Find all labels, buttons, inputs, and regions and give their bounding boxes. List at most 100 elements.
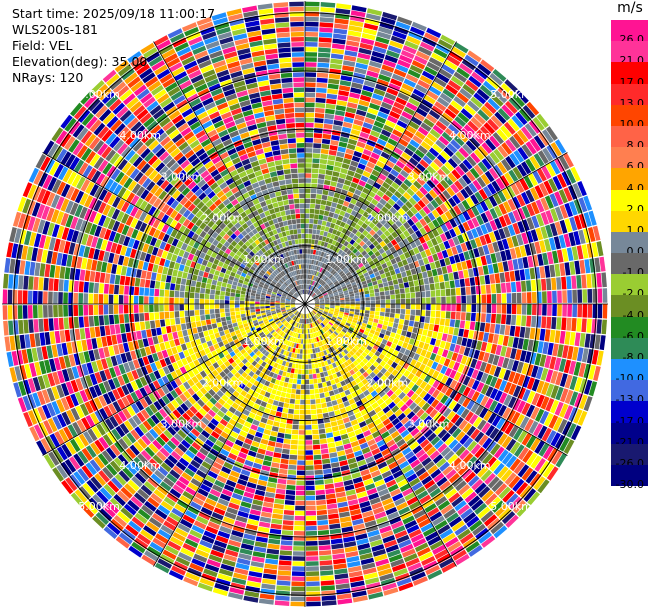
velocity-cell [318, 540, 331, 546]
velocity-cell [332, 270, 337, 276]
velocity-cell [599, 256, 606, 272]
velocity-cell [397, 340, 404, 347]
velocity-cell [362, 122, 373, 130]
velocity-cell [351, 82, 363, 90]
velocity-cell [334, 23, 348, 30]
velocity-cell [423, 374, 432, 383]
velocity-cell [336, 261, 342, 267]
velocity-cell [331, 48, 345, 55]
velocity-cell [362, 413, 371, 421]
velocity-cell [434, 548, 449, 560]
velocity-cell [359, 233, 366, 240]
velocity-cell [326, 401, 333, 407]
velocity-cell [509, 270, 516, 282]
velocity-cell [373, 368, 380, 375]
velocity-cell [375, 327, 382, 333]
velocity-cell [583, 195, 593, 211]
velocity-cell [277, 575, 291, 581]
velocity-cell [567, 345, 574, 360]
velocity-cell [556, 249, 564, 263]
velocity-cell [345, 301, 350, 304]
velocity-cell [403, 370, 411, 378]
velocity-cell [409, 477, 421, 487]
velocity-cell [394, 124, 405, 133]
velocity-cell [435, 235, 443, 244]
velocity-cell [310, 285, 313, 291]
velocity-cell [512, 196, 521, 209]
velocity-cell [312, 281, 315, 286]
velocity-cell [444, 536, 459, 548]
velocity-cell [336, 100, 348, 107]
velocity-cell [319, 307, 325, 309]
velocity-cell [372, 225, 380, 233]
velocity-cell [321, 143, 330, 150]
velocity-cell [379, 185, 388, 194]
velocity-cell [554, 357, 562, 371]
velocity-cell [404, 314, 410, 321]
velocity-cell [576, 318, 582, 332]
velocity-cell [445, 387, 454, 397]
velocity-cell [515, 111, 528, 126]
velocity-cell [322, 291, 327, 295]
velocity-cell [454, 344, 461, 354]
velocity-cell [294, 510, 305, 516]
velocity-cell [376, 236, 383, 244]
velocity-cell [356, 334, 362, 340]
velocity-cell [393, 68, 407, 78]
velocity-cell [359, 240, 365, 247]
velocity-cell [376, 138, 387, 147]
velocity-cell [305, 414, 311, 420]
velocity-cell [359, 328, 365, 334]
velocity-cell [299, 409, 305, 415]
velocity-cell [292, 383, 297, 389]
velocity-cell [433, 77, 447, 88]
velocity-cell [280, 391, 287, 398]
velocity-cell [357, 331, 363, 337]
velocity-cell [558, 189, 568, 204]
velocity-cell [338, 313, 344, 317]
velocity-cell [503, 369, 511, 381]
velocity-cell [460, 287, 466, 296]
velocity-cell [317, 520, 329, 526]
velocity-cell [395, 219, 403, 228]
velocity-cell [411, 384, 419, 393]
velocity-cell [286, 484, 296, 490]
velocity-cell [320, 580, 335, 586]
velocity-cell [286, 479, 296, 485]
velocity-cell [291, 571, 305, 577]
velocity-cell [338, 332, 344, 338]
velocity-cell [431, 399, 440, 408]
velocity-cell [446, 304, 451, 311]
velocity-cell [457, 131, 469, 143]
velocity-cell [364, 339, 371, 345]
velocity-cell [450, 100, 463, 111]
velocity-cell [339, 232, 345, 239]
velocity-cell [310, 404, 316, 410]
velocity-cell [350, 10, 366, 18]
velocity-cell [380, 308, 386, 312]
velocity-cell [475, 203, 485, 214]
velocity-cell [494, 378, 503, 390]
velocity-cell [458, 270, 464, 279]
velocity-cell [489, 376, 498, 388]
velocity-cell [291, 576, 305, 582]
velocity-cell [321, 290, 327, 294]
velocity-cell [403, 191, 412, 200]
velocity-cell [470, 194, 479, 205]
velocity-cell [542, 463, 555, 478]
velocity-cell [328, 73, 341, 80]
velocity-cell [564, 374, 573, 389]
velocity-cell [397, 92, 410, 102]
velocity-cell [581, 348, 589, 363]
velocity-cell [339, 324, 344, 329]
velocity-cell [337, 95, 349, 102]
velocity-cell [512, 93, 526, 108]
velocity-cell [353, 317, 359, 321]
velocity-cell [322, 283, 327, 287]
velocity-cell [361, 153, 370, 161]
velocity-cell [464, 54, 479, 67]
velocity-cell [365, 247, 371, 253]
velocity-cell [437, 168, 447, 179]
velocity-cell [495, 483, 508, 496]
velocity-cell [350, 306, 355, 309]
